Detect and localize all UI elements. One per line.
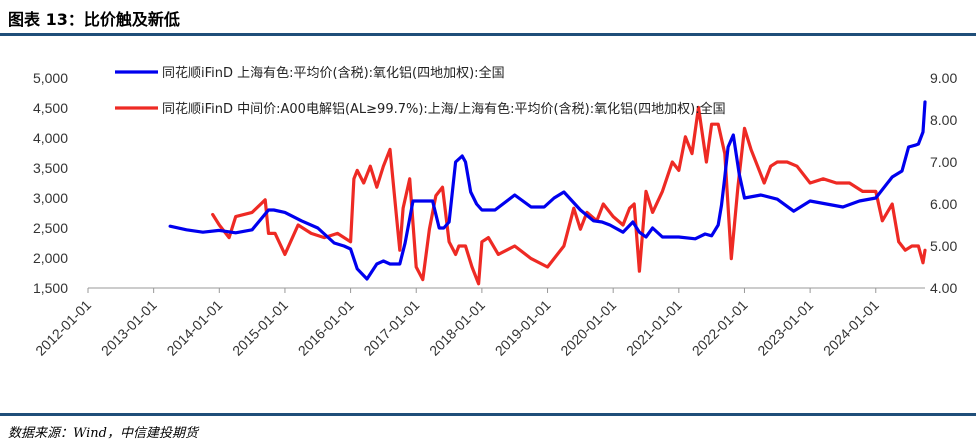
figure-title: 图表 13：比价触及新低: [8, 10, 180, 29]
x-tick-label: 2021-01-01: [623, 297, 685, 359]
source-note: 数据来源：Wind，中信建投期货: [8, 426, 198, 441]
y-axis-left-labels: 1,500 2,000 2,500 3,000 3,500 4,000 4,500 5,000: [33, 70, 68, 296]
y-left-tick-label: 2,000: [33, 250, 68, 266]
x-tick-label: 2012-01-01: [32, 297, 94, 359]
legend-label-2: 同花顺iFinD 中间价:A00电解铝(AL≥99.7%):上海/上海有色:平均…: [162, 101, 726, 117]
y-left-tick-label: 3,000: [33, 190, 68, 206]
y-left-tick-label: 4,000: [33, 130, 68, 146]
y-left-tick-label: 2,500: [33, 220, 68, 236]
plot-area: [87, 287, 925, 293]
y-left-tick-label: 3,500: [33, 160, 68, 176]
y-right-tick-label: 5.00: [930, 238, 957, 254]
legend-label-1: 同花顺iFinD 上海有色:平均价(含税):氧化铝(四地加权):全国: [162, 65, 505, 81]
x-tick-label: 2015-01-01: [229, 297, 291, 359]
x-tick-label: 2019-01-01: [492, 297, 554, 359]
y-right-tick-label: 8.00: [930, 112, 957, 128]
y-axis-right-labels: 4.00 5.00 6.00 7.00 8.00 9.00: [930, 70, 957, 296]
x-tick-label: 2016-01-01: [295, 297, 357, 359]
top-rule: [0, 33, 976, 36]
x-tick-label: 2013-01-01: [98, 297, 160, 359]
x-tick-label: 2020-01-01: [557, 297, 619, 359]
line-chart: 1,500 2,000 2,500 3,000 3,500 4,000 4,500 5,000…: [32, 65, 957, 359]
x-tick-label: 2023-01-01: [754, 297, 816, 359]
series-line-1: [168, 100, 927, 281]
x-tick-label: 2022-01-01: [689, 297, 751, 359]
y-left-tick-label: 4,500: [33, 100, 68, 116]
x-tick-label: 2018-01-01: [426, 297, 488, 359]
x-tick-label: 2024-01-01: [820, 297, 882, 359]
y-left-tick-label: 5,000: [33, 70, 68, 86]
series-line-2: [211, 105, 927, 286]
y-right-tick-label: 4.00: [930, 280, 957, 296]
series-lines: [168, 100, 927, 286]
y-right-tick-label: 6.00: [930, 196, 957, 212]
x-tick-marks: [87, 288, 877, 293]
y-right-tick-label: 7.00: [930, 154, 957, 170]
x-tick-label: 2017-01-01: [360, 297, 422, 359]
y-left-tick-label: 1,500: [33, 280, 68, 296]
x-axis-labels: 2012-01-01 2013-01-01 2014-01-01 2015-01-01…: [32, 297, 882, 359]
legend: 同花顺iFinD 上海有色:平均价(含税):氧化铝(四地加权):全国同花顺iFi…: [115, 65, 726, 117]
bottom-rule: [0, 413, 976, 416]
y-right-tick-label: 9.00: [930, 70, 957, 86]
x-tick-label: 2014-01-01: [163, 297, 225, 359]
